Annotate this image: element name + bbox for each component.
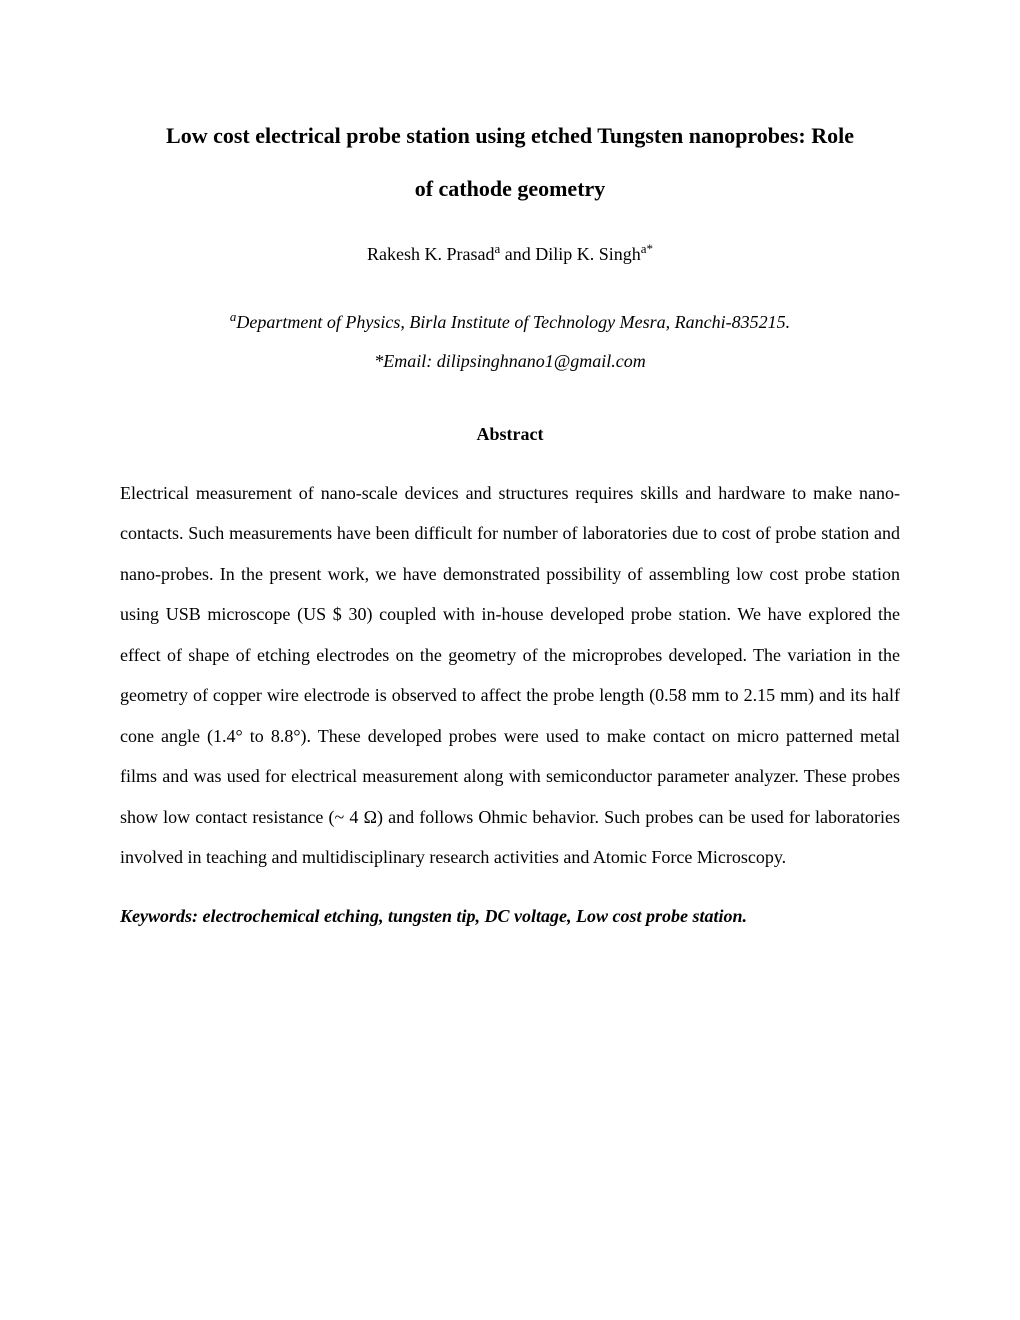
affiliation-block: aDepartment of Physics, Birla Institute … (120, 303, 900, 382)
title-line-2: of cathode geometry (415, 176, 606, 201)
paper-page: Low cost electrical probe station using … (0, 0, 1020, 1017)
keywords-line: Keywords: electrochemical etching, tungs… (120, 906, 900, 927)
email-prefix: *Email: (374, 351, 437, 371)
abstract-heading: Abstract (120, 424, 900, 445)
keywords-text: electrochemical etching, tungsten tip, D… (203, 906, 747, 926)
author-1-name: Rakesh K. Prasad (367, 244, 494, 264)
author-2-affil-marker: a* (641, 241, 653, 256)
paper-title: Low cost electrical probe station using … (120, 110, 900, 216)
email-address: dilipsinghnano1@gmail.com (437, 351, 646, 371)
author-line: Rakesh K. Prasada and Dilip K. Singha* (120, 244, 900, 265)
author-joiner: and (500, 244, 535, 264)
abstract-body: Electrical measurement of nano-scale dev… (120, 473, 900, 878)
corresponding-email-line: *Email: dilipsinghnano1@gmail.com (120, 342, 900, 382)
affiliation-text: Department of Physics, Birla Institute o… (236, 312, 790, 332)
author-2-name: Dilip K. Singh (535, 244, 641, 264)
affiliation-line: aDepartment of Physics, Birla Institute … (120, 303, 900, 343)
title-line-1: Low cost electrical probe station using … (166, 123, 854, 148)
keywords-label: Keywords: (120, 906, 203, 926)
